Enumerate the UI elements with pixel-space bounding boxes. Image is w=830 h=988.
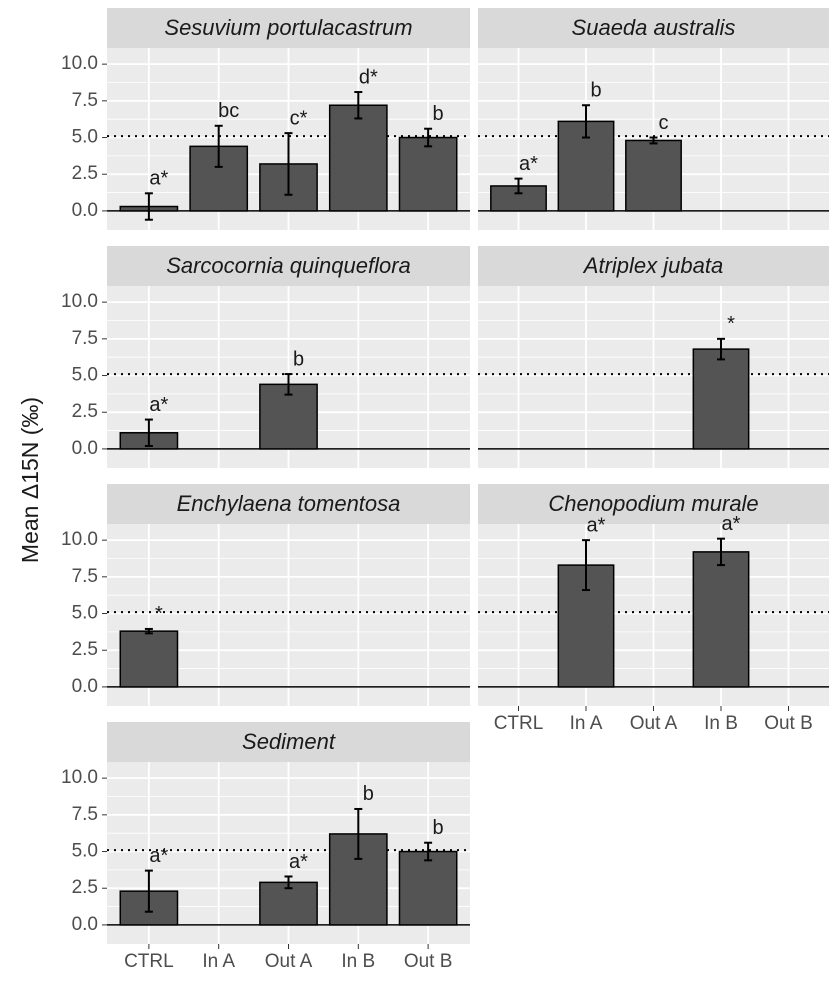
significance-label: b	[363, 783, 374, 805]
error-bar	[144, 192, 153, 221]
error-bar	[144, 627, 153, 635]
y-tick-label: 10.0	[61, 767, 98, 788]
significance-label: *	[727, 313, 735, 335]
strip	[478, 484, 829, 524]
y-tick-label: 5.0	[72, 603, 98, 624]
y-tick-label: 10.0	[61, 529, 98, 550]
strip-title: Sarcocornia quinqueflora	[166, 253, 411, 278]
x-tick-label: CTRL	[124, 951, 174, 972]
y-tick-label: 5.0	[72, 127, 98, 148]
significance-label: b	[433, 103, 444, 125]
strip-title: Sediment	[242, 729, 336, 754]
strip	[107, 8, 470, 48]
bar	[692, 551, 750, 688]
bar	[398, 136, 458, 212]
x-tick-label: In B	[704, 713, 738, 734]
strip	[478, 8, 829, 48]
x-tick-label: In A	[570, 713, 603, 734]
error-bar	[582, 539, 590, 592]
y-tick-label: 0.0	[72, 914, 98, 935]
strip-title: Suaeda australis	[572, 15, 736, 40]
error-bar	[649, 136, 658, 145]
error-bar	[717, 337, 725, 361]
significance-label: c	[659, 112, 669, 134]
y-tick-label: 10.0	[61, 53, 98, 74]
x-tick-label: Out A	[630, 713, 678, 734]
error-bar	[424, 127, 433, 148]
strip	[107, 722, 470, 762]
x-tick-label: In B	[341, 951, 375, 972]
bar	[625, 139, 682, 212]
bar	[328, 104, 388, 212]
strip	[478, 246, 829, 286]
bar	[692, 348, 750, 450]
y-tick-label: 7.5	[72, 328, 98, 349]
y-tick-label: 2.5	[72, 639, 98, 660]
significance-label: *	[155, 603, 163, 625]
error-bar	[717, 537, 725, 567]
y-tick-label: 7.5	[72, 90, 98, 111]
bar	[259, 881, 318, 926]
x-tick-label: In A	[202, 951, 235, 972]
significance-label: a*	[587, 514, 606, 536]
y-tick-label: 2.5	[72, 877, 98, 898]
error-bar	[354, 91, 363, 120]
bar	[119, 630, 179, 688]
error-bar	[424, 841, 433, 862]
y-tick-label: 0.0	[72, 438, 98, 459]
y-axis-label: Mean Δ15N (‰)	[17, 397, 43, 563]
strip	[107, 484, 470, 524]
strip	[107, 246, 470, 286]
y-tick-label: 2.5	[72, 401, 98, 422]
significance-label: b	[433, 817, 444, 839]
x-tick-label: Out A	[265, 951, 313, 972]
y-tick-label: 0.0	[72, 200, 98, 221]
y-tick-label: 7.5	[72, 566, 98, 587]
significance-label: a*	[149, 845, 168, 867]
significance-label: a*	[289, 851, 308, 873]
strip-title: Atriplex jubata	[582, 253, 723, 278]
significance-label: c*	[290, 107, 308, 129]
significance-label: d*	[359, 66, 378, 88]
significance-label: b	[590, 80, 601, 102]
y-tick-label: 0.0	[72, 676, 98, 697]
error-bar	[144, 869, 153, 913]
y-tick-label: 7.5	[72, 804, 98, 825]
y-tick-label: 5.0	[72, 365, 98, 386]
error-bar	[144, 418, 153, 447]
strip-title: Sesuvium portulacastrum	[164, 15, 412, 40]
strip-title: Chenopodium murale	[548, 491, 758, 516]
x-tick-label: CTRL	[494, 713, 544, 734]
significance-label: a*	[519, 153, 538, 175]
bar	[398, 850, 458, 926]
error-bar	[354, 807, 363, 860]
y-tick-label: 5.0	[72, 841, 98, 862]
x-tick-label: Out B	[764, 713, 813, 734]
error-bar	[514, 177, 523, 195]
error-bar	[214, 124, 223, 168]
significance-label: bc	[218, 100, 239, 122]
significance-label: a*	[149, 168, 168, 190]
x-tick-label: Out B	[404, 951, 453, 972]
y-tick-label: 10.0	[61, 291, 98, 312]
error-bar	[284, 875, 293, 890]
significance-label: a*	[722, 513, 741, 535]
strip-title: Enchylaena tomentosa	[177, 491, 401, 516]
significance-label: b	[293, 348, 304, 370]
error-bar	[582, 104, 590, 139]
significance-label: a*	[149, 394, 168, 416]
error-bar	[284, 373, 293, 396]
error-bar	[284, 132, 293, 196]
y-tick-label: 2.5	[72, 163, 98, 184]
